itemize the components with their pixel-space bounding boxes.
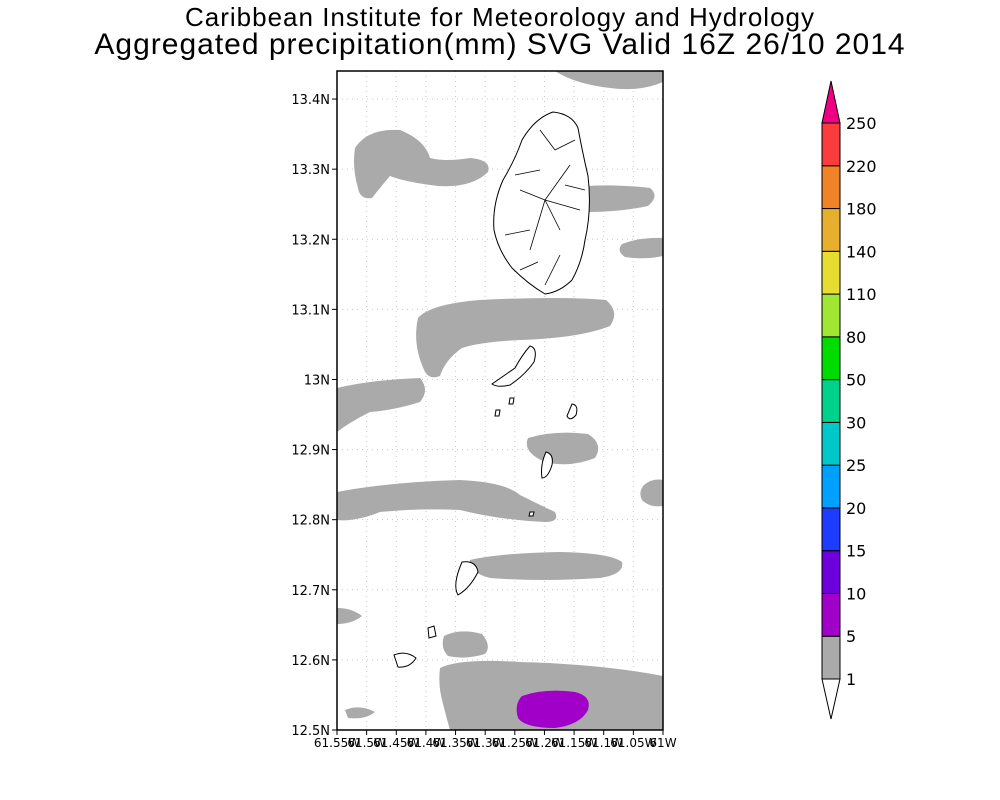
island-islet-3: [494, 409, 501, 417]
precip-area-southwest-blob: [442, 631, 488, 658]
precip-area-west-band: [337, 480, 557, 522]
colorbar-label: 140: [846, 242, 877, 261]
lon-tick-label: 61.4W: [407, 736, 446, 750]
lon-tick-label: 61.25W: [492, 736, 538, 750]
colorbar-bottom-triangle: [821, 678, 841, 720]
island-bequia: [491, 345, 536, 387]
longitude-axis: 61.55W61.5W61.45W61.4W61.35W61.3W61.25W6…: [314, 730, 677, 750]
colorbar-segment: [821, 165, 841, 210]
lon-tick-label: 61.3W: [466, 736, 505, 750]
st-vincent-drainage-lines: [504, 129, 586, 286]
lat-tick-label: 13.3N: [291, 163, 330, 178]
colorbar-segment: [821, 635, 841, 680]
lat-tick-label: 13N: [304, 373, 330, 388]
lon-tick-label: 61.1W: [584, 736, 623, 750]
lat-tick-label: 12.6N: [291, 654, 330, 669]
colorbar-label: 5: [846, 627, 856, 646]
lon-tick-label: 61.05W: [610, 736, 656, 750]
lat-tick-label: 13.2N: [291, 233, 330, 248]
precip-area-east-right: [640, 479, 663, 507]
colorbar-label: 250: [846, 114, 877, 133]
colorbar-segment: [821, 250, 841, 295]
lon-tick-label: 61.5W: [347, 736, 386, 750]
colorbar-top-triangle: [821, 80, 841, 124]
island-islet-1: [427, 625, 437, 639]
colorbar-segment: [821, 464, 841, 509]
lat-tick-label: 12.9N: [291, 444, 330, 459]
latitude-axis: 13.4N 13.3N 13.2N 13.1N 13N 12.9N 12.8N 12.7N 12…: [291, 93, 337, 739]
colorbar-segment: [821, 379, 841, 423]
colorbar-label: 180: [846, 200, 877, 219]
map-frame: [336, 70, 664, 731]
lat-tick-label: 12.8N: [291, 514, 330, 529]
lat-tick-label: 12.7N: [291, 584, 330, 599]
precip-area-west-1: [337, 378, 425, 432]
precip-area-mid-band: [416, 298, 615, 378]
colorbar-label: 20: [846, 499, 866, 518]
colorbar-label: 80: [846, 328, 866, 347]
precip-5-10mm-area: [516, 690, 589, 728]
lat-tick-label: 12.5N: [291, 724, 330, 739]
colorbar-label: 220: [846, 157, 877, 176]
colorbar-segment: [821, 336, 841, 381]
precip-area-west-edge: [337, 608, 362, 624]
island-outlines: [393, 111, 590, 668]
colorbar-segment: [821, 122, 841, 167]
colorbar-segment: [821, 550, 841, 594]
colorbar-label: 15: [846, 542, 866, 561]
colorbar-segment: [821, 293, 841, 338]
title-product: Aggregated precipitation(mm) SVG Valid 1…: [94, 28, 906, 61]
island-carriacou: [393, 652, 417, 668]
colorbar-label: 110: [846, 285, 877, 304]
lon-tick-label: 61.15W: [551, 736, 597, 750]
precip-area-southwest-small: [345, 707, 375, 719]
precip-area-northwest: [354, 129, 489, 199]
precip-area-south-band: [469, 552, 623, 580]
lat-tick-label: 13.1N: [291, 303, 330, 318]
colorbar-segment: [821, 507, 841, 552]
colorbar-segment: [821, 208, 841, 252]
colorbar-label: 1: [846, 670, 856, 689]
title-institute: Caribbean Institute for Meteorology and …: [185, 2, 815, 32]
island-union: [455, 561, 479, 596]
lon-tick-label: 61W: [649, 736, 676, 750]
lon-tick-label: 61.55W: [314, 736, 360, 750]
precip-area-east-small: [619, 237, 663, 259]
precip-area-east-band: [585, 185, 655, 212]
colorbar-segment: [821, 421, 841, 466]
lon-tick-label: 61.45W: [373, 736, 419, 750]
colorbar-label: 50: [846, 371, 866, 390]
island-canouan: [541, 451, 553, 479]
colorbar-label: 30: [846, 413, 866, 432]
colorbar-label: 10: [846, 584, 866, 603]
island-st-vincent: [493, 111, 590, 295]
island-islet-4: [528, 511, 535, 517]
colorbar-segment: [821, 592, 841, 637]
lat-tick-label: 13.4N: [291, 93, 330, 108]
colorbar-label: 25: [846, 456, 866, 475]
precip-area-top: [555, 71, 663, 90]
lon-tick-label: 61.2W: [525, 736, 564, 750]
island-mustique: [566, 403, 578, 420]
island-islet-2: [508, 397, 515, 405]
lon-tick-label: 61.35W: [432, 736, 478, 750]
precip-1-5mm-areas: [337, 71, 663, 730]
precipitation-layer: [337, 71, 663, 730]
